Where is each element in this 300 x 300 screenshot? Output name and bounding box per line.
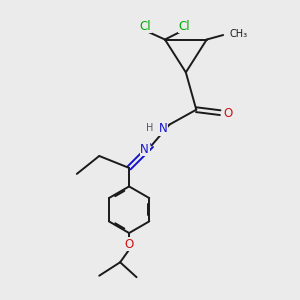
Text: O: O [224,107,233,120]
Text: Cl: Cl [178,20,190,33]
Text: CH₃: CH₃ [229,28,247,38]
Text: N: N [159,122,168,135]
Text: H: H [146,123,154,133]
Text: Cl: Cl [140,20,151,33]
Text: N: N [140,143,149,156]
Text: O: O [124,238,134,251]
